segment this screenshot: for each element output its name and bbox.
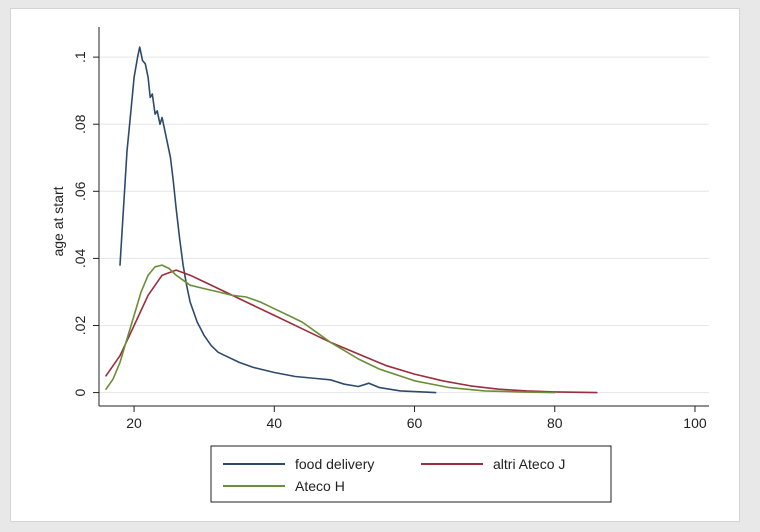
legend-label: Ateco H xyxy=(295,478,345,494)
y-axis-title: age at start xyxy=(50,186,66,256)
y-tick-label: .04 xyxy=(72,248,88,268)
series-line-ateco-h xyxy=(105,264,556,394)
legend-label: food delivery xyxy=(295,456,374,472)
legend-box xyxy=(210,445,612,503)
x-tick-label: 40 xyxy=(266,415,282,431)
legend-label: altri Ateco J xyxy=(493,456,565,472)
line-chart: 0 .02 .04 .06 .08 .1 20 40 60 80 100 age at start f… xyxy=(50,27,709,503)
x-tick-label: 100 xyxy=(683,415,707,431)
x-tick-label: 80 xyxy=(547,415,563,431)
x-tick-label: 20 xyxy=(126,415,142,431)
x-tick-label: 60 xyxy=(407,415,423,431)
chart-frame: 0 .02 .04 .06 .08 .1 20 40 60 80 100 age at start f… xyxy=(10,8,740,522)
series-line-food-delivery xyxy=(119,46,437,394)
y-tick-label: 0 xyxy=(72,388,88,396)
y-tick-label: .1 xyxy=(72,51,88,63)
series-line-altri-ateco-j xyxy=(105,269,598,394)
y-tick-label: .06 xyxy=(72,181,88,201)
y-tick-label: .08 xyxy=(72,114,88,134)
y-tick-label: .02 xyxy=(72,316,88,336)
